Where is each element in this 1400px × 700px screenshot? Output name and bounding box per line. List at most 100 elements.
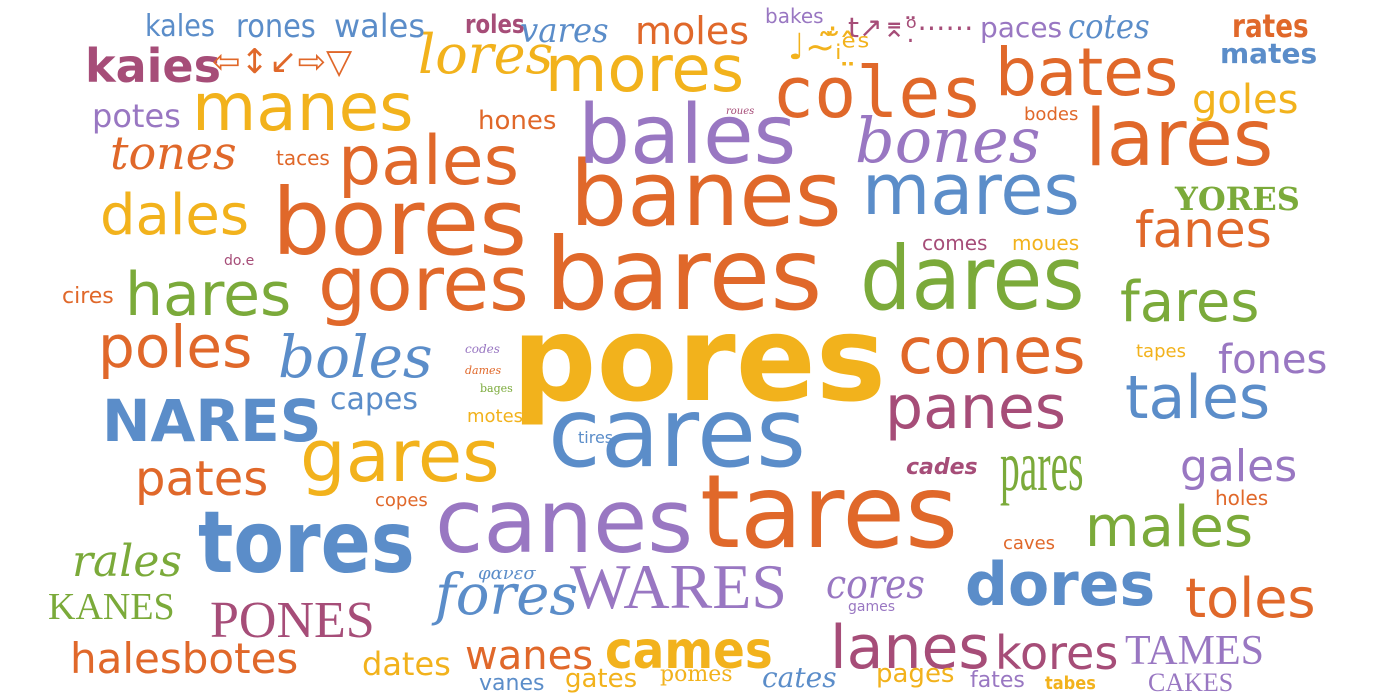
word-43: kaies (85, 39, 221, 93)
word-88: games (848, 599, 896, 615)
word-7: bores (272, 169, 528, 276)
word-59: rates (1232, 7, 1309, 45)
word-79: dames (465, 364, 502, 377)
word-37: males (1085, 495, 1254, 560)
word-68: bakes (765, 4, 824, 28)
word-23: panes (885, 373, 1067, 443)
word-72: taces (276, 146, 330, 170)
word-39: gales (1180, 441, 1298, 492)
word-41: fanes (1135, 201, 1272, 259)
word-56: potes (92, 97, 181, 135)
word-52: dates (362, 645, 451, 683)
word-86: caves (1003, 533, 1056, 554)
word-4: canes (435, 470, 694, 573)
word-96: CAKES (1148, 668, 1234, 697)
word-46: goles (1192, 77, 1299, 123)
word-30: fores (435, 563, 579, 628)
word-82: tires (578, 428, 614, 447)
word-95: tabes (1045, 673, 1096, 694)
word-98: bodes (1024, 104, 1079, 125)
word-76: moues (1012, 231, 1080, 255)
word-35: boles (278, 323, 433, 391)
word-71: t↗⌆ᵒ̣̈⋯⋯ (848, 11, 974, 44)
word-89: vanes (479, 671, 545, 696)
word-90: gates (565, 664, 638, 694)
word-87: φανεσ (478, 563, 536, 584)
word-34: poles (98, 313, 253, 381)
word-17: gores (318, 239, 529, 328)
word-75: comes (922, 231, 988, 255)
word-94: fates (970, 668, 1025, 693)
word-19: dales (100, 183, 250, 248)
word-32: cames (605, 621, 773, 681)
word-28: WARES (570, 551, 787, 622)
word-64: kales (145, 9, 215, 44)
word-26: pares (1000, 426, 1084, 506)
word-84: cades (906, 455, 978, 480)
word-74: do.e (224, 253, 255, 269)
word-9: mares (862, 149, 1080, 231)
word-53: wanes (465, 633, 594, 679)
word-57: hones (478, 106, 557, 136)
word-73: cires (62, 284, 114, 309)
word-20: tores (198, 493, 415, 593)
word-48: TAMES (1125, 628, 1264, 674)
word-81: motes (467, 406, 524, 427)
word-66: vares (520, 11, 609, 51)
word-85: holes (1215, 486, 1269, 510)
word-63: rones (236, 7, 316, 45)
word-18: hares (125, 260, 292, 330)
word-13: mores (545, 33, 745, 107)
word-51: KANES (48, 586, 175, 628)
word-69: ⇦↕↙⇨▽ (212, 42, 353, 82)
word-92: cates (762, 661, 837, 694)
word-54: cores (826, 562, 925, 608)
word-91: pomes (660, 662, 733, 687)
word-36: pates (135, 451, 269, 507)
word-65: roles (465, 10, 525, 40)
word-58: mates (1220, 37, 1318, 70)
word-42: lores (418, 23, 554, 86)
word-27: dores (965, 550, 1156, 620)
word-97: roues (726, 106, 755, 117)
word-25: fares (1120, 270, 1260, 335)
word-8: dares (860, 227, 1085, 330)
word-49: halesbotes (70, 634, 299, 683)
word-45: YORES (1175, 180, 1300, 218)
word-38: toles (1185, 567, 1316, 630)
word-44: tones (110, 126, 237, 180)
word-5: banes (570, 142, 842, 247)
word-11: bones (855, 104, 1041, 177)
word-3: tares (700, 453, 959, 572)
word-40: fones (1218, 337, 1328, 383)
word-83: copes (375, 490, 428, 511)
word-15: manes (192, 69, 414, 146)
word-31: PONES (210, 592, 375, 649)
word-10: lares (1085, 94, 1274, 184)
word-67: moles (635, 9, 749, 53)
word-62: wales (334, 7, 426, 45)
word-22: cones (898, 315, 1086, 389)
word-50: rales (72, 536, 182, 587)
word-6: bales (578, 88, 797, 183)
word-78: codes (465, 342, 500, 356)
word-2: cares (548, 377, 807, 489)
word-29: lanes (830, 613, 990, 683)
word-21: gares (300, 414, 500, 498)
word-12: coles (772, 52, 983, 134)
word-55: capes (330, 382, 419, 417)
word-70: ♩~̃ᵢ̐ᵉ̤̂ˢ (788, 27, 871, 68)
word-93: pages (876, 659, 955, 689)
word-80: bages (480, 382, 513, 395)
word-33: NARES (102, 387, 322, 455)
word-14: bates (995, 34, 1179, 111)
word-0: pores (512, 290, 886, 428)
word-77: tapes (1136, 341, 1186, 362)
word-60: cotes (1068, 7, 1150, 47)
word-61: paces (980, 11, 1063, 44)
word-1: bares (545, 216, 823, 333)
word-16: pales (338, 122, 519, 201)
word-47: kores (995, 626, 1119, 680)
word-24: tales (1125, 363, 1271, 433)
